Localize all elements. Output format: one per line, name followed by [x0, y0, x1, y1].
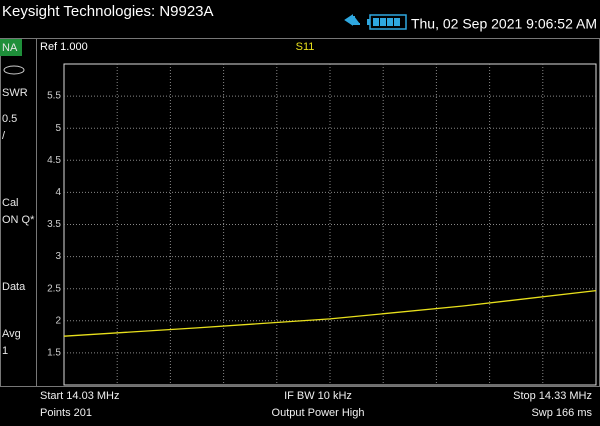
reference: Ref 1.000 — [40, 41, 88, 53]
sidebar-icon — [3, 65, 25, 75]
footer-text: Swp 166 ms — [531, 407, 592, 419]
y-tick-label: 2 — [55, 315, 61, 326]
y-tick-label: 3 — [55, 251, 61, 262]
mode: NA — [2, 42, 18, 54]
y-tick-label: 2.5 — [47, 283, 61, 294]
footer-text: Output Power High — [272, 407, 365, 419]
sidebar-item: 0.5 — [2, 113, 17, 125]
y-tick-label: 4.5 — [47, 155, 61, 166]
footer-text: Stop 14.33 MHz — [513, 390, 592, 402]
y-tick-label: 5.5 — [47, 91, 61, 102]
status-icons — [344, 14, 407, 30]
header-datetime: Thu, 02 Sep 2021 9:06:52 AM — [411, 16, 597, 32]
sidebar-item: Data — [2, 281, 26, 293]
footer-text: IF BW 10 kHz — [284, 390, 352, 402]
sidebar-item: Cal — [2, 197, 19, 209]
y-tick-label: 4 — [55, 187, 61, 198]
header-title: Keysight Technologies: N9923A — [2, 3, 214, 20]
y-tick-label: 3.5 — [47, 219, 61, 230]
sidebar-item: SWR — [2, 87, 28, 99]
trace-title: S11 — [296, 41, 315, 53]
y-tick-label: 1.5 — [47, 348, 61, 359]
footer-text: Points 201 — [40, 407, 92, 419]
mode-badge — [0, 39, 22, 56]
y-tick-label: 5 — [55, 123, 61, 134]
sidebar-item: ON Q* — [2, 214, 35, 226]
sidebar-item: 1 — [2, 345, 8, 357]
trace — [63, 289, 597, 337]
footer-text: Start 14.03 MHz — [40, 390, 119, 402]
sidebar-item: Avg — [2, 328, 21, 340]
sidebar-item: / — [2, 130, 6, 142]
